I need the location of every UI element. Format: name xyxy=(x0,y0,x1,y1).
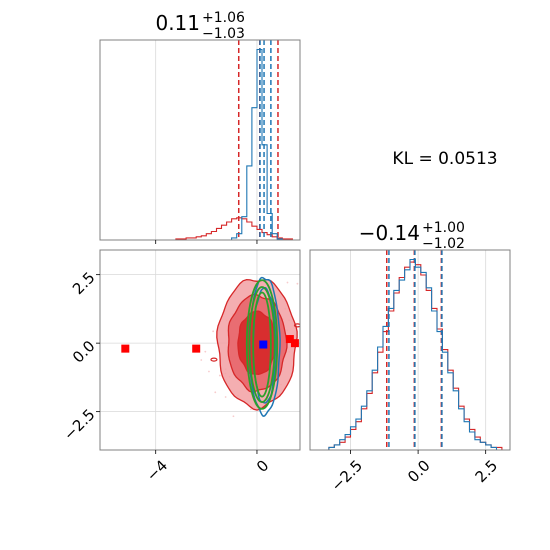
panel-bottom-right-grid xyxy=(350,250,487,450)
panel-bottom-right-title-sup: +1.00 xyxy=(422,220,465,236)
panel-bottom-left-sample-point xyxy=(212,330,215,333)
panel-bottom-right-title-value: −0.14 xyxy=(359,221,420,245)
kl-annotation: KL = 0.0513 xyxy=(392,149,497,169)
panel-bottom-left-sample-point xyxy=(249,408,252,411)
panel-top-left-ticks xyxy=(155,240,258,244)
panel-top-left-background xyxy=(100,40,300,240)
panel-top-left-frame xyxy=(99,39,301,241)
panel-bottom-left-blue-marker xyxy=(259,340,268,349)
panel-bottom-left-red-contour-island xyxy=(210,357,218,362)
panel-bottom-left-sample-point xyxy=(224,396,227,398)
panel-bottom-right-histogram-series-1 xyxy=(323,258,510,450)
panel-bottom-left-red-marker xyxy=(192,344,201,353)
panel-bottom-left-sample-point xyxy=(200,359,203,361)
panel-bottom-left-red-marker xyxy=(121,344,130,353)
panel-top-left-histogram-series-1 xyxy=(100,48,300,240)
panel-bottom-left-plot-area xyxy=(121,276,300,418)
panel-top-left-title-value: 0.11 xyxy=(155,11,200,35)
panel-bottom-left-sample-point xyxy=(296,282,299,285)
panel-bottom-left-sample-point xyxy=(218,374,221,377)
panel-top-left-title-sub: −1.03 xyxy=(202,26,245,42)
panel-bottom-right-title-sub: −1.02 xyxy=(422,236,465,252)
panel-bottom-left-green-ellipse xyxy=(245,279,279,410)
panel-top-left-histogram: 0.11 +1.06 −1.03 xyxy=(99,10,301,244)
panel-bottom-right-background xyxy=(310,250,510,450)
panel-bottom-right-marks xyxy=(323,250,510,450)
panel-bottom-left-sample-point xyxy=(286,281,289,284)
panel-bottom-right-frame xyxy=(309,249,511,451)
panel-top-left-marks xyxy=(100,40,300,240)
panel-bottom-left-frame xyxy=(99,249,301,451)
panel-bottom-left-red-marker xyxy=(285,335,294,344)
panel-top-left-title-sup: +1.06 xyxy=(202,10,245,26)
panel-bottom-left-green-ellipse xyxy=(248,286,276,403)
panel-bottom-left-sample-point xyxy=(208,370,210,373)
panel-bottom-right-histogram: −2.5 0.0 2.5 −0.14 +1.00 −1.02 xyxy=(309,220,511,495)
panel-bottom-left-green-ellipse xyxy=(252,291,272,398)
panel-bottom-left-marks xyxy=(121,276,300,418)
panel-bottom-left-sample-point xyxy=(204,350,207,353)
panel-bottom-left-red-marker xyxy=(290,339,299,348)
panel-bottom-left-red-contour-island xyxy=(293,323,300,328)
panel-bottom-left-sample-point xyxy=(232,415,235,418)
panel-bottom-left-sample-point xyxy=(214,391,217,394)
